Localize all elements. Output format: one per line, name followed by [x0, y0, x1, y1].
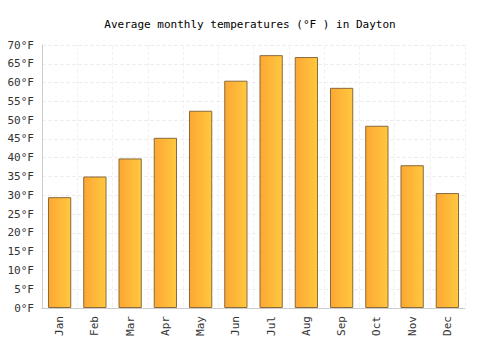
svg-text:70°F: 70°F — [8, 39, 35, 52]
svg-text:Feb: Feb — [88, 316, 101, 336]
svg-text:Oct: Oct — [370, 316, 383, 336]
svg-text:Sep: Sep — [335, 316, 348, 336]
svg-text:0°F: 0°F — [14, 302, 34, 315]
svg-text:40°F: 40°F — [8, 151, 35, 164]
svg-text:50°F: 50°F — [8, 114, 35, 127]
svg-text:5°F: 5°F — [14, 283, 34, 296]
svg-text:60°F: 60°F — [8, 76, 35, 89]
svg-text:Average monthly temperatures (: Average monthly temperatures (°F ) in Da… — [104, 18, 395, 31]
svg-text:Nov: Nov — [406, 316, 419, 336]
svg-text:10°F: 10°F — [8, 264, 35, 277]
svg-text:Jan: Jan — [53, 316, 66, 336]
svg-text:30°F: 30°F — [8, 189, 35, 202]
svg-text:Mar: Mar — [124, 316, 137, 336]
svg-text:65°F: 65°F — [8, 57, 35, 70]
svg-text:20°F: 20°F — [8, 226, 35, 239]
svg-text:Jun: Jun — [229, 316, 242, 336]
svg-text:15°F: 15°F — [8, 245, 35, 258]
svg-text:Aug: Aug — [300, 316, 313, 336]
svg-text:55°F: 55°F — [8, 95, 35, 108]
svg-text:Dec: Dec — [441, 316, 454, 336]
svg-text:25°F: 25°F — [8, 208, 35, 221]
svg-text:May: May — [194, 316, 207, 336]
svg-text:45°F: 45°F — [8, 132, 35, 145]
svg-text:Jul: Jul — [265, 316, 278, 336]
svg-text:35°F: 35°F — [8, 170, 35, 183]
svg-text:Apr: Apr — [159, 316, 172, 336]
